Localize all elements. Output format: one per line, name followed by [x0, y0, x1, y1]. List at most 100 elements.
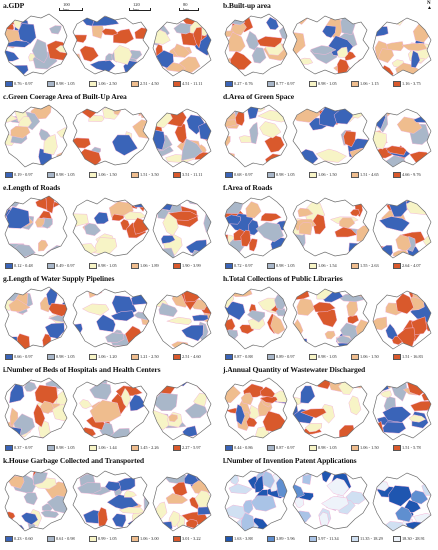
legend-swatch: [351, 172, 359, 179]
legend-label: 3.51 - 11.11: [182, 172, 203, 177]
legend-label: 2.51 - 4.50: [140, 81, 159, 86]
legend-label: 0.66 - 0.97: [14, 354, 33, 359]
region-map-3: [372, 199, 432, 259]
choropleth-maps: [224, 195, 432, 259]
district-patch: [246, 416, 258, 428]
district-patch: [5, 50, 20, 62]
legend-item: 0.99 - 1.05: [89, 536, 117, 543]
legend-label: 0.44 - 0.86: [234, 445, 253, 450]
district-patch: [248, 219, 260, 236]
choropleth-maps: [4, 377, 212, 441]
district-patch: [382, 421, 407, 434]
legend-swatch: [47, 536, 55, 543]
scale-bar-line: [129, 8, 151, 11]
legend-swatch: [89, 445, 97, 452]
district-patch: [388, 485, 413, 507]
district-patch: [310, 45, 337, 55]
district-patch: [191, 249, 207, 258]
district-patch: [153, 129, 166, 150]
region-map-1: [224, 104, 288, 168]
region-map-3: [372, 290, 432, 350]
legend-item: 1.06 - 1.50: [351, 354, 379, 361]
map-legend: 0.68 - 0.97 0.98 - 1.05 1.06 - 1.50 1.51 - …: [225, 172, 437, 180]
legend-swatch: [89, 536, 97, 543]
map-legend: 0.12 - 0.48 0.49 - 0.97 0.98 - 1.05 1.06 - …: [5, 263, 217, 271]
district-patch: [373, 130, 387, 150]
district-patch: [245, 201, 262, 219]
legend-item: 1.16 - 3.75: [393, 81, 421, 88]
legend-item: 0.12 - 0.48: [5, 263, 33, 270]
district-patch: [40, 400, 55, 414]
region-outline: [72, 379, 150, 439]
legend-item: 0.98 - 1.05: [309, 445, 337, 452]
district-patch: [300, 385, 316, 404]
legend-item: 1.45 - 2.26: [131, 445, 159, 452]
district-patch: [318, 511, 329, 529]
legend-label: 1.06 - 1.54: [318, 263, 337, 268]
legend-swatch: [393, 172, 401, 179]
region-outline: [224, 377, 288, 441]
legend-item: 0.87 - 0.97: [267, 445, 295, 452]
north-label: N: [427, 1, 431, 6]
legend-item: 0.49 - 0.97: [47, 263, 75, 270]
legend-label: 1.16 - 3.75: [402, 81, 421, 86]
legend-item: 0.98 - 1.05: [309, 81, 337, 88]
legend-label: 0.23 - 0.60: [14, 536, 33, 541]
panel-title: i.Number of Beds of Hospitals and Health…: [3, 365, 161, 374]
north-arrow-icon: N ▲: [427, 1, 432, 11]
region-map-1: [4, 286, 68, 350]
scale-bar-line: [59, 8, 83, 11]
legend-label: 3.01 - 3.22: [182, 536, 201, 541]
panel-title: d.Area of Green Space: [223, 92, 295, 101]
district-patch: [296, 297, 316, 316]
legend-label: 11.35 - 18.29: [360, 536, 383, 541]
district-patch: [34, 217, 45, 228]
legend-label: 2.27 - 5.97: [182, 445, 201, 450]
legend-label: 0.72 - 0.97: [234, 263, 253, 268]
district-patch: [136, 520, 149, 529]
legend-label: 0.98 - 1.05: [56, 445, 75, 450]
legend-label: 1.51 - 4.65: [360, 172, 379, 177]
map-panel: l.Number of Invention Patent Application…: [221, 456, 437, 546]
district-patch: [182, 425, 198, 437]
legend-item: 0.44 - 0.86: [225, 445, 253, 452]
legend-item: 18.30 - 28.91: [393, 536, 425, 543]
district-patch: [198, 120, 211, 141]
district-patch: [153, 521, 173, 531]
district-patch: [56, 151, 67, 164]
legend-label: 2.51 - 4.60: [182, 354, 201, 359]
district-patch: [411, 316, 428, 336]
region-map-2: [292, 197, 370, 257]
district-patch: [225, 234, 229, 251]
region-map-3: [152, 17, 212, 77]
map-legend: 0.87 - 0.88 0.89 - 0.97 0.98 - 1.05 1.06 - …: [225, 354, 437, 362]
legend-swatch: [131, 81, 139, 88]
choropleth-maps: [4, 468, 212, 532]
legend-label: 4.51 - 11.11: [182, 81, 203, 86]
district-patch: [9, 383, 25, 404]
legend-swatch: [47, 263, 55, 270]
region-map-3: [372, 472, 432, 532]
legend-label: 1.45 - 2.26: [140, 445, 159, 450]
district-patch: [157, 473, 170, 479]
district-patch: [278, 25, 287, 41]
district-patch: [181, 138, 203, 161]
legend-label: 0.98 - 1.05: [276, 263, 295, 268]
district-patch: [410, 50, 421, 68]
legend-label: 1.21 - 2.50: [140, 354, 159, 359]
map-panel: b.Built-up area 0.27 - 0.76 0.77 - 0.97 0.9…: [221, 1, 437, 91]
region-outline: [372, 290, 432, 350]
panel-title: b.Built-up area: [223, 1, 271, 10]
district-patch: [153, 247, 176, 258]
map-legend: 0.72 - 0.97 0.98 - 1.05 1.06 - 1.54 1.55 - …: [225, 263, 437, 271]
legend-swatch: [173, 172, 181, 179]
legend-label: 1.06 - 1.50: [98, 172, 117, 177]
legend-label: 5.97 - 11.34: [318, 536, 339, 541]
legend-swatch: [47, 81, 55, 88]
district-patch: [167, 211, 200, 221]
region-map-2: [72, 15, 150, 75]
district-patch: [421, 18, 431, 29]
legend-swatch: [393, 263, 401, 270]
district-patch: [348, 395, 362, 416]
